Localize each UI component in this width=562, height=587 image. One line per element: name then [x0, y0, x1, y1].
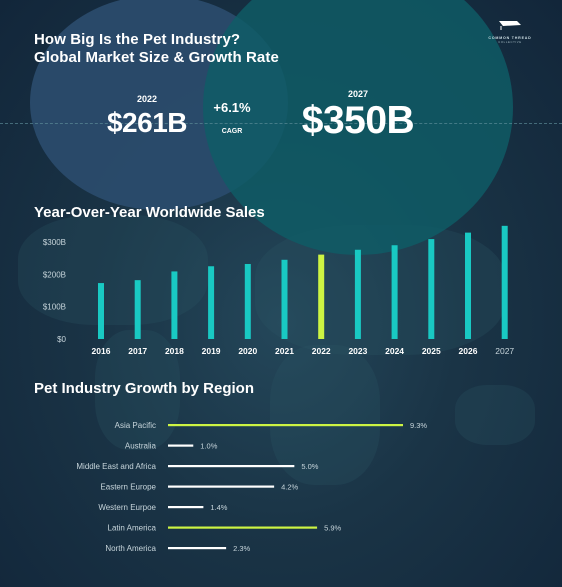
year-2022-label: 2022 — [136, 94, 158, 104]
region-bar — [168, 547, 227, 550]
page-title-line1: How Big Is the Pet Industry? — [34, 31, 241, 48]
map-shape-australia — [455, 385, 535, 445]
region-label: Latin America — [108, 524, 157, 533]
x-tick-label: 2020 — [238, 346, 257, 356]
x-tick-label: 2018 — [165, 346, 184, 356]
bar-2025 — [428, 239, 435, 339]
growth-rate-label: CAGR — [221, 128, 243, 135]
bar-2018 — [171, 271, 178, 339]
region-bar — [168, 506, 204, 509]
region-label: Western Eurpoe — [98, 503, 156, 512]
x-tick-label: 2017 — [128, 346, 147, 356]
region-growth-chart: Asia Pacific 9.3% Australia 1.0% Middle East… — [76, 421, 427, 553]
region-label: Australia — [125, 442, 157, 451]
x-tick-label: 2024 — [385, 346, 404, 356]
region-value-label: 9.3% — [410, 421, 427, 430]
divider-dashed-line — [0, 123, 562, 124]
region-label: Asia Pacific — [115, 421, 156, 430]
bar-2023 — [354, 249, 361, 339]
bar-2021 — [281, 259, 288, 339]
region-value-label: 1.4% — [210, 503, 227, 512]
brand-logo: COMMON THREAD COLLECTIVE — [478, 18, 542, 44]
market-value-2022: $261B — [106, 107, 188, 138]
x-tick-label: 2023 — [348, 346, 367, 356]
region-bar — [168, 444, 194, 447]
region-label: Eastern Europe — [100, 483, 156, 492]
map-shape-africa — [270, 345, 380, 485]
market-value-2027: $350B — [301, 99, 415, 142]
region-bar — [168, 465, 295, 468]
region-bar — [168, 526, 318, 529]
bar-2017 — [134, 280, 141, 339]
x-tick-label: 2016 — [92, 346, 111, 356]
region-value-label: 5.0% — [301, 462, 318, 471]
region-bar — [168, 485, 275, 488]
y-tick-label: $0 — [57, 335, 66, 344]
x-tick-label: 2022 — [312, 346, 331, 356]
x-tick-label: 2025 — [422, 346, 441, 356]
y-tick-label: $100B — [43, 303, 66, 312]
region-value-label: 5.9% — [324, 524, 341, 533]
year-2027-label: 2027 — [347, 89, 369, 99]
region-value-label: 2.3% — [233, 544, 250, 553]
right-market-circle — [203, 0, 513, 255]
map-shape-americas-south — [95, 330, 180, 450]
bar-2026 — [465, 232, 471, 339]
yoy-sales-chart: $0 $100B $200B $300B 2016 2017 2018 2019 2020 202… — [43, 225, 514, 356]
logo-text: COMMON THREAD — [488, 36, 532, 40]
flag-icon — [499, 21, 521, 30]
logo-subtext: COLLECTIVE — [498, 40, 522, 44]
x-tick-label: 2027 — [495, 346, 514, 356]
bar-2024 — [391, 245, 398, 339]
bar-2027 — [501, 225, 508, 339]
region-growth-title: Pet Industry Growth by Region — [34, 380, 255, 397]
region-value-label: 4.2% — [281, 483, 298, 492]
yoy-sales-title: Year-Over-Year Worldwide Sales — [34, 204, 265, 221]
growth-rate: +6.1% — [213, 100, 251, 115]
bar-2020 — [244, 263, 251, 339]
region-bar — [168, 424, 403, 427]
region-label: North America — [105, 544, 156, 553]
x-tick-label: 2026 — [459, 346, 478, 356]
region-value-label: 1.0% — [200, 442, 217, 451]
bar-2019 — [208, 266, 215, 339]
x-tick-label: 2019 — [202, 346, 221, 356]
page-title-line2: Global Market Size & Growth Rate — [34, 49, 279, 66]
bar-2022 — [318, 254, 325, 339]
y-tick-label: $300B — [43, 238, 66, 247]
bar-2016 — [98, 283, 104, 339]
y-tick-label: $200B — [43, 270, 66, 279]
region-label: Middle East and Africa — [76, 462, 156, 471]
x-tick-label: 2021 — [275, 346, 294, 356]
